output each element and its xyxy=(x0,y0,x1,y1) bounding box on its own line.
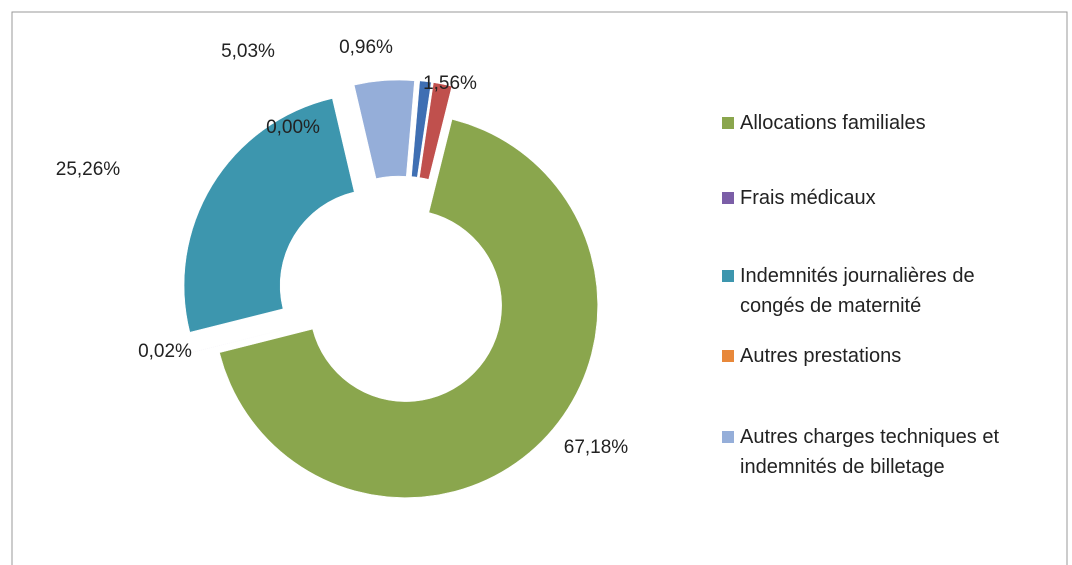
data-label: 1,56% xyxy=(423,73,477,94)
legend-swatch xyxy=(722,270,734,282)
donut-slice xyxy=(349,85,372,180)
donut-slice xyxy=(411,80,432,178)
donut-slice xyxy=(219,119,598,498)
data-label: 25,26% xyxy=(56,159,121,180)
data-label: 0,00% xyxy=(266,117,320,138)
legend-label: Autres prestations xyxy=(740,345,902,367)
legend-item: Allocations familiales xyxy=(722,108,1040,138)
legend-label: Frais médicaux xyxy=(740,187,876,209)
legend-swatch xyxy=(722,117,734,129)
donut-slice xyxy=(183,98,355,333)
frame xyxy=(11,11,1068,565)
data-label: 67,18% xyxy=(564,437,629,458)
legend-item: Indemnités journalières de congés de mat… xyxy=(722,261,1040,321)
legend-label: Allocations familiales xyxy=(740,112,926,134)
donut-slice xyxy=(186,329,281,355)
legend-swatch xyxy=(722,192,734,204)
legend-item: Autres charges techniques et indemnités … xyxy=(722,422,1040,482)
legend-label: Indemnités journalières de congés de mat… xyxy=(740,265,975,317)
legend-item: Autres prestations xyxy=(722,341,1040,371)
data-label: 0,96% xyxy=(339,37,393,58)
legend-swatch xyxy=(722,350,734,362)
data-label: 5,03% xyxy=(221,41,275,62)
legend-label: Autres charges techniques et indemnités … xyxy=(740,426,1000,478)
donut-slice xyxy=(419,82,453,180)
donut-slice xyxy=(353,79,415,179)
data-label: 0,02% xyxy=(138,341,192,362)
legend-item: Frais médicaux xyxy=(722,183,1040,213)
legend-swatch xyxy=(722,431,734,443)
